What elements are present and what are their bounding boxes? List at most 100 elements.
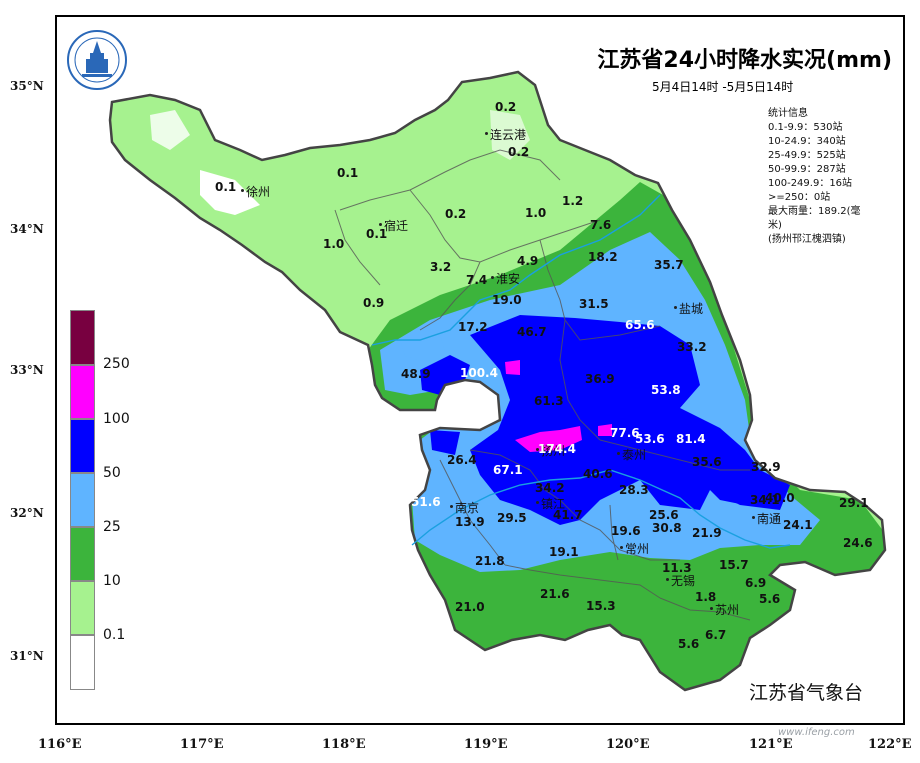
city-label: 徐州 [246, 185, 271, 199]
lat-label: 32°N [10, 506, 44, 520]
rainfall-value: 21.8 [475, 554, 505, 568]
legend-label: 250 [103, 356, 130, 372]
city-label: 南京 [455, 501, 480, 515]
stats-line: >=250：0站 [768, 192, 831, 203]
legend-swatch [70, 635, 95, 690]
stats-line: 25-49.9：525站 [768, 150, 846, 161]
rainfall-value: 24.6 [843, 536, 873, 550]
rainfall-value: 21.9 [692, 526, 722, 540]
rainfall-value: 67.1 [493, 463, 523, 477]
rainfall-value: 31.5 [579, 297, 609, 311]
city-label: 泰州 [622, 448, 647, 462]
rainfall-value: 3.2 [430, 260, 452, 274]
page-title: 江苏省24小时降水实况(mm) [597, 48, 892, 73]
city-marker [752, 516, 755, 519]
lat-label: 34°N [10, 222, 44, 236]
legend-label: 100 [103, 411, 130, 427]
rainfall-value: 0.2 [508, 145, 530, 159]
rainfall-value: 17.2 [458, 320, 488, 334]
rainfall-value: 0.2 [495, 100, 517, 114]
city-marker [450, 505, 453, 508]
legend-swatch [70, 365, 95, 419]
rainfall-value: 1.8 [695, 590, 717, 604]
rainfall-value: 33.2 [677, 340, 707, 354]
legend-swatch [70, 310, 95, 365]
rainfall-value: 6.9 [745, 576, 767, 590]
rainfall-value: 7.6 [590, 218, 612, 232]
rainfall-value: 5.6 [678, 637, 700, 651]
rainfall-value: 0.2 [445, 207, 467, 221]
rainfall-value: 35.6 [692, 455, 722, 469]
rainfall-value: 29.1 [839, 496, 869, 510]
city-marker [666, 578, 669, 581]
rainfall-value: 19.0 [492, 293, 522, 307]
rainfall-value: 24.1 [783, 518, 813, 532]
rainfall-value: 174.4 [538, 442, 576, 456]
rainfall-value: 1.2 [562, 194, 584, 208]
rainfall-value: 77.6 [610, 426, 640, 440]
rainfall-value: 21.0 [455, 600, 485, 614]
lon-label: 119°E [464, 737, 508, 752]
legend-label: 0.1 [103, 627, 126, 643]
rainfall-value: 11.3 [662, 561, 692, 575]
statistics-box: 统计信息 0.1-9.9：530站 10-24.9：340站 25-49.9：5… [768, 107, 861, 247]
city-label: 扬州 [541, 444, 566, 458]
rainfall-value: 0.1 [366, 227, 388, 241]
rainfall-value: 19.1 [549, 545, 579, 559]
rainfall-value: 15.3 [586, 599, 616, 613]
stats-line: 0.1-9.9：530站 [768, 122, 843, 133]
rainfall-value: 34.2 [535, 481, 565, 495]
rainfall-value: 5.6 [759, 592, 781, 606]
rainfall-value: 53.6 [635, 432, 665, 446]
city-marker [536, 501, 539, 504]
rainfall-value: 21.6 [540, 587, 570, 601]
rainfall-value: 6.7 [705, 628, 727, 642]
city-label: 镇江 [541, 497, 566, 511]
city-label: 连云港 [490, 128, 527, 142]
city-label: 盐城 [679, 302, 704, 316]
city-label: 无锡 [671, 574, 696, 588]
lon-label: 121°E [749, 737, 793, 752]
rainfall-value: 15.7 [719, 558, 749, 572]
rainfall-value: 18.2 [588, 250, 618, 264]
stats-line: 米) [768, 220, 782, 231]
rainfall-value: 1.0 [525, 206, 547, 220]
city-marker [485, 132, 488, 135]
rainfall-value: 19.6 [611, 524, 641, 538]
rainfall-value: 28.3 [619, 483, 649, 497]
lon-label: 122°E [868, 737, 912, 752]
rainfall-value: 0.1 [215, 180, 237, 194]
rainfall-value: 53.8 [651, 383, 681, 397]
lat-label: 31°N [10, 649, 44, 663]
rainfall-value: 1.0 [323, 237, 345, 251]
rainfall-value: 40.0 [765, 491, 795, 505]
stats-heading: 统计信息 [768, 108, 808, 119]
rainfall-value: 35.7 [654, 258, 684, 272]
legend-swatch [70, 581, 95, 635]
city-label: 苏州 [715, 603, 740, 617]
rainfall-value: 7.4 [466, 273, 488, 287]
rainfall-value: 46.7 [517, 325, 547, 339]
legend-label: 25 [103, 519, 121, 535]
rainfall-value: 4.9 [517, 254, 539, 268]
stats-line: 50-99.9：287站 [768, 164, 846, 175]
legend-label: 10 [103, 573, 121, 589]
city-marker [241, 189, 244, 192]
rainfall-value: 41.7 [553, 508, 583, 522]
rainfall-value: 48.9 [401, 367, 431, 381]
city-label: 南通 [757, 512, 782, 526]
lon-label: 118°E [322, 737, 366, 752]
rainfall-value: 0.1 [337, 166, 359, 180]
city-marker [491, 276, 494, 279]
stats-line: (扬州邗江槐泗镇) [768, 234, 846, 245]
rivers [371, 194, 791, 549]
rainfall-value: 51.6 [411, 495, 441, 509]
rainfall-value: 25.6 [649, 508, 679, 522]
time-range: 5月4日14时 -5月5日14时 [652, 80, 794, 94]
rainfall-value: 36.9 [585, 372, 615, 386]
rainfall-value: 26.4 [447, 453, 477, 467]
rainfall-value: 100.4 [460, 366, 498, 380]
legend-swatch [70, 419, 95, 473]
stats-line: 10-24.9：340站 [768, 136, 846, 147]
